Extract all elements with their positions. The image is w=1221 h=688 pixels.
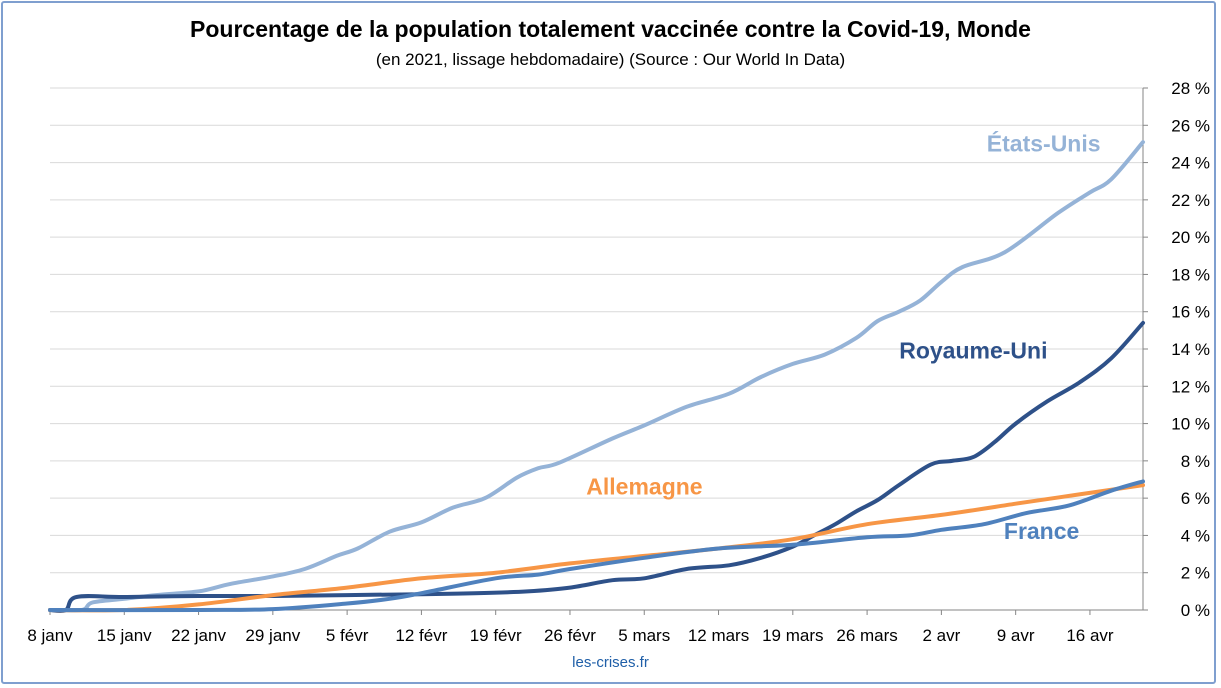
y-tick-label: 2 % bbox=[1181, 564, 1210, 583]
series-label-france: France bbox=[1004, 518, 1079, 544]
chart-subtitle: (en 2021, lissage hebdomadaire) (Source … bbox=[375, 50, 846, 69]
series-label-etats-unis: États-Unis bbox=[987, 129, 1101, 156]
x-tick-label: 22 janv bbox=[171, 626, 226, 645]
x-tick-label: 5 févr bbox=[326, 626, 369, 645]
y-tick-label: 0 % bbox=[1181, 601, 1210, 620]
chart-title: Pourcentage de la population totalement … bbox=[190, 16, 1031, 42]
y-tick-label: 16 % bbox=[1171, 303, 1210, 322]
y-tick-label: 28 % bbox=[1171, 79, 1210, 98]
y-tick-label: 4 % bbox=[1181, 526, 1210, 545]
series-labels: États-Unis Royaume-Uni Allemagne France bbox=[586, 129, 1100, 544]
x-tick-label: 9 avr bbox=[997, 626, 1035, 645]
x-tick-label: 19 mars bbox=[762, 626, 823, 645]
source-note: les-crises.fr bbox=[572, 654, 649, 671]
y-tick-label: 6 % bbox=[1181, 489, 1210, 508]
series-line-allemagne bbox=[48, 483, 1145, 613]
y-tick-label: 12 % bbox=[1171, 377, 1210, 396]
series-label-allemagne: Allemagne bbox=[586, 473, 702, 499]
series-line-royaume-uni bbox=[48, 320, 1145, 613]
gridlines bbox=[50, 87, 1143, 574]
x-tick-label: 8 janv bbox=[27, 626, 73, 645]
y-tick-label: 14 % bbox=[1171, 340, 1210, 359]
x-tick-label: 26 mars bbox=[836, 626, 897, 645]
x-axis-ticks: 8 janv 15 janv 22 janv 29 janv 5 févr 12 févr… bbox=[27, 610, 1114, 645]
x-tick-label: 2 avr bbox=[922, 626, 960, 645]
x-tick-label: 5 mars bbox=[618, 626, 670, 645]
x-tick-label: 12 mars bbox=[688, 626, 749, 645]
x-tick-label: 12 févr bbox=[395, 626, 447, 645]
y-tick-label: 8 % bbox=[1181, 452, 1210, 471]
y-tick-label: 20 % bbox=[1171, 228, 1210, 247]
y-tick-label: 24 % bbox=[1171, 154, 1210, 173]
y-tick-label: 10 % bbox=[1171, 415, 1210, 434]
x-tick-label: 29 janv bbox=[245, 626, 300, 645]
x-tick-label: 26 févr bbox=[544, 626, 596, 645]
series-lines bbox=[48, 140, 1145, 613]
y-axis-ticks: 0 % 2 % 4 % 6 % 8 % 10 % 12 % 14 % 16 % 18 % 20 % 2… bbox=[1143, 79, 1210, 620]
x-tick-label: 19 févr bbox=[470, 626, 522, 645]
series-line-france bbox=[48, 479, 1145, 613]
series-line-etats-unis bbox=[48, 140, 1145, 613]
y-tick-label: 22 % bbox=[1171, 191, 1210, 210]
x-tick-label: 15 janv bbox=[97, 626, 152, 645]
y-tick-label: 26 % bbox=[1171, 116, 1210, 135]
series-label-royaume-uni: Royaume-Uni bbox=[899, 337, 1047, 363]
x-tick-label: 16 avr bbox=[1066, 626, 1114, 645]
y-tick-label: 18 % bbox=[1171, 265, 1210, 284]
